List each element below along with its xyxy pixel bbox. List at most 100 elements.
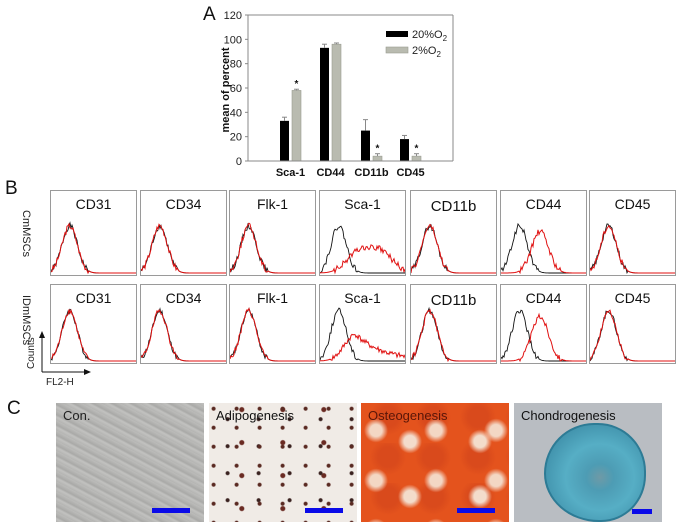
histogram-cmmscs-sca-1: Sca-1 [319, 190, 406, 276]
chondrocyte-pellet [544, 423, 646, 522]
micrograph-label: Adipogenesis [216, 408, 295, 423]
legend-swatch [385, 46, 409, 54]
legend-label: 20%O2 [412, 29, 448, 43]
histogram-cmmscs-cd34: CD34 [140, 190, 227, 276]
histogram-idmmscs-cd45: CD45 [589, 284, 676, 364]
stained-curve [51, 222, 136, 275]
bar-cd44-20o2 [320, 47, 329, 161]
marker-label: CD11b [430, 198, 477, 215]
y-tick-label: 100 [224, 34, 242, 46]
marker-label: CD34 [165, 196, 202, 212]
y-axis-label: mean of percent [220, 47, 232, 132]
arrow-right-icon [84, 369, 91, 375]
y-tick-label: 60 [230, 83, 242, 95]
stained-curve [320, 244, 405, 275]
isotype-curve [411, 306, 496, 362]
stained-curve [320, 333, 405, 362]
marker-label: Sca-1 [344, 196, 381, 212]
isotype-curve [590, 310, 675, 362]
bar-cd11b-20o2 [361, 130, 370, 161]
histogram-idmmscs-cd34: CD34 [140, 284, 227, 364]
histogram-cmmscs-flk-1: Flk-1 [229, 190, 316, 276]
arrow-up-icon [39, 331, 45, 338]
y-tick-label: 40 [230, 107, 242, 119]
marker-label: CD31 [75, 290, 112, 306]
micrograph-label: Osteogenesis [368, 408, 448, 423]
bar-cd44-2o2 [331, 43, 342, 162]
stained-curve [141, 309, 226, 362]
isotype-curve [230, 307, 315, 362]
isotype-curve [320, 307, 405, 362]
marker-label: CD44 [525, 290, 562, 306]
histogram-idmmscs-sca-1: Sca-1 [319, 284, 406, 364]
histogram-idmmscs-cd31: CD31 [50, 284, 137, 364]
stained-curve [501, 229, 586, 275]
histogram-idmmscs-cd11b: CD11b [410, 284, 497, 364]
marker-label: CD11b [430, 292, 477, 309]
stained-curve [230, 307, 315, 362]
stained-curve [411, 223, 496, 274]
marker-label: CD34 [165, 290, 202, 306]
marker-label: Flk-1 [256, 290, 289, 306]
scale-bar [632, 509, 652, 514]
panel-label-c: C [7, 398, 21, 419]
legend-label: 2%O2 [412, 45, 441, 59]
stained-curve [230, 222, 315, 274]
panel-label-b: B [5, 178, 18, 199]
stained-curve [141, 223, 226, 274]
histogram-cmmscs-cd44: CD44 [500, 190, 587, 276]
legend-swatch [386, 31, 408, 37]
y-tick-label: 20 [230, 132, 242, 144]
panel-label-a: A [203, 4, 216, 25]
stained-curve [590, 309, 675, 362]
isotype-curve [51, 221, 136, 274]
marker-label: CD45 [614, 196, 651, 212]
bar-sca-1-2o2 [291, 90, 302, 162]
significance-star: * [415, 144, 419, 155]
isotype-curve [230, 223, 315, 274]
marker-label: Flk-1 [256, 196, 289, 212]
isotype-curve [501, 222, 586, 274]
micrograph-label: Con. [63, 408, 91, 423]
stained-curve [590, 224, 675, 274]
histogram-cmmscs-cd31: CD31 [50, 190, 137, 276]
isotype-curve [141, 307, 226, 362]
y-tick-label: 80 [230, 59, 242, 71]
micrograph-con: Con. [56, 403, 204, 522]
marker-label: Sca-1 [344, 290, 381, 306]
row-label-cmmscs: CmMSCs [20, 210, 32, 258]
histogram-idmmscs-flk-1: Flk-1 [229, 284, 316, 364]
flow-axis-arrows [39, 331, 91, 375]
histogram-cmmscs-cd45: CD45 [589, 190, 676, 276]
marker-label: CD31 [75, 196, 112, 212]
micrograph-osteogenesis: Osteogenesis [361, 403, 509, 522]
y-tick-label: 120 [224, 10, 242, 22]
fl2h-axis-label: FL2-H [46, 377, 74, 388]
x-tick-label: CD44 [316, 167, 345, 179]
bar-sca-1-20o2 [280, 120, 289, 161]
micrograph-label: Chondrogenesis [521, 408, 616, 423]
x-tick-label: CD11b [354, 167, 389, 179]
x-tick-label: CD45 [396, 167, 424, 179]
isotype-curve [411, 224, 496, 274]
y-tick-label: 0 [236, 156, 242, 168]
bar-cd45-2o2 [411, 155, 422, 162]
scale-bar [457, 508, 495, 513]
bar-cd11b-2o2 [372, 155, 383, 162]
legend: 20%O2 2%O2 [385, 29, 448, 59]
marker-label: CD44 [525, 196, 562, 212]
histogram-idmmscs-cd44: CD44 [500, 284, 587, 364]
significance-star: * [295, 79, 299, 90]
counts-axis-label: Counts [26, 337, 37, 369]
stained-curve [411, 308, 496, 363]
bar-chart: 0 20 40 60 80 100 120 * * * Sca-1 CD44 CD11b CD45 m… [220, 10, 454, 179]
isotype-curve [501, 309, 586, 362]
stained-curve [501, 312, 586, 363]
histogram-cmmscs-cd11b: CD11b [410, 190, 497, 276]
stained-curve [51, 308, 136, 362]
x-tick-label: Sca-1 [276, 167, 305, 179]
isotype-curve [590, 223, 675, 275]
significance-star: * [376, 144, 380, 155]
isotype-curve [320, 225, 405, 274]
micrograph-adipogenesis: Adipogenesis [209, 403, 357, 522]
